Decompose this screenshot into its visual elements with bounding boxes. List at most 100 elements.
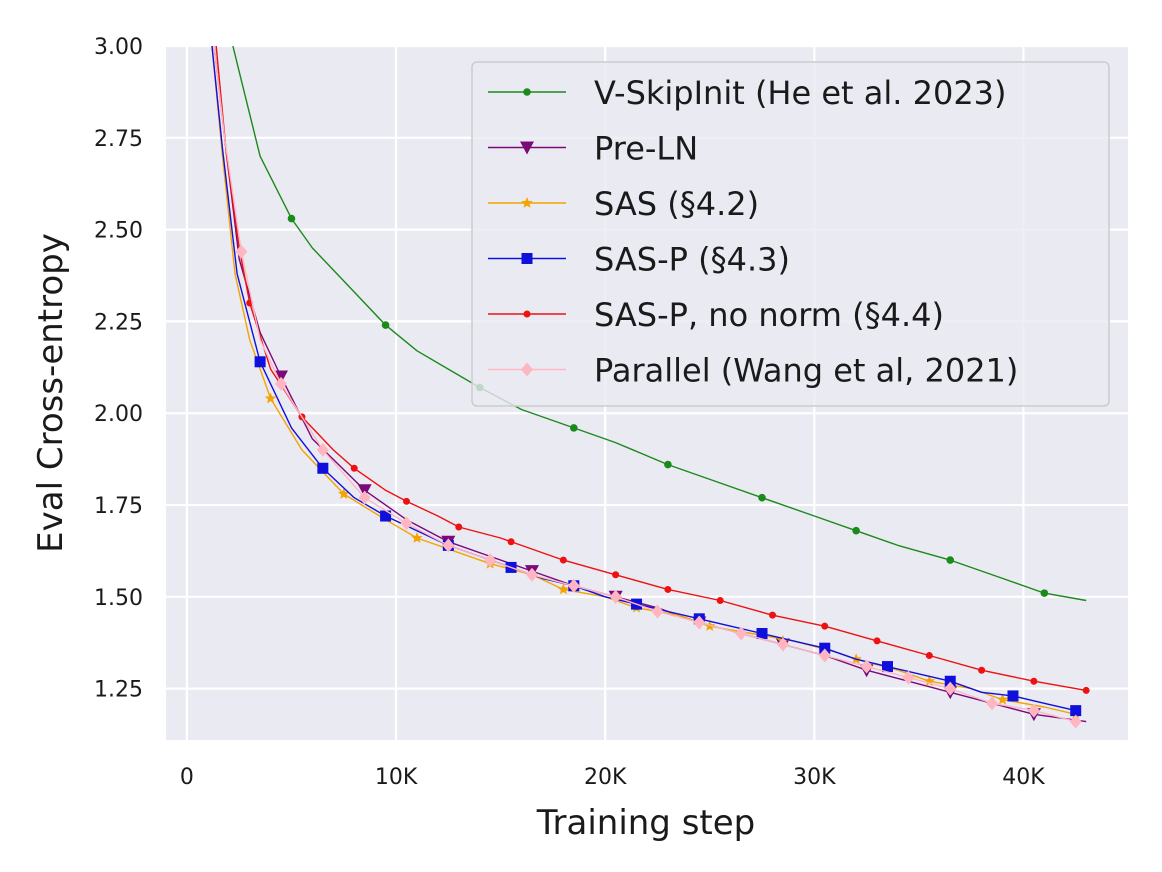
x-tick-label: 30K — [793, 765, 836, 790]
data-point — [1069, 714, 1082, 729]
legend-entry: SAS-P, no norm (§4.4) — [488, 296, 944, 334]
y-axis-title: Eval Cross-entropy — [31, 233, 71, 553]
legend-label: Parallel (Wang et al, 2021) — [594, 352, 1018, 390]
legend-entry: SAS-P (§4.3) — [488, 241, 790, 279]
data-point — [338, 487, 350, 499]
data-point — [264, 392, 277, 404]
data-point — [651, 604, 664, 619]
series-5 — [213, 46, 1082, 729]
data-point — [873, 637, 881, 645]
data-point — [557, 583, 570, 595]
legend: V-SkipInit (He et al. 2023) Pre-LN SAS (§4… — [471, 61, 1110, 407]
data-point — [1007, 690, 1019, 702]
data-point — [1027, 703, 1040, 718]
data-point — [559, 556, 567, 564]
data-point — [1070, 705, 1082, 717]
x-tick-label: 0 — [180, 765, 194, 790]
legend-entry: Parallel (Wang et al, 2021) — [488, 352, 1018, 390]
x-tick-label: 20K — [584, 765, 627, 790]
data-point — [442, 538, 455, 553]
data-point — [507, 538, 515, 546]
legend-marker — [520, 141, 534, 155]
data-point — [852, 526, 860, 535]
series-line — [213, 46, 1076, 723]
data-point — [525, 567, 538, 582]
legend-entry: SAS (§4.2) — [488, 185, 759, 223]
data-point — [484, 553, 497, 568]
data-point — [287, 214, 296, 223]
y-tick-label: 1.25 — [94, 678, 143, 703]
data-point — [944, 681, 957, 696]
data-point — [316, 442, 329, 457]
data-point — [944, 675, 956, 687]
x-tick-label: 40K — [1002, 765, 1045, 790]
data-point — [381, 321, 390, 329]
data-point — [978, 666, 986, 674]
data-point — [403, 497, 410, 505]
legend-marker — [523, 310, 531, 318]
data-point — [819, 642, 831, 654]
x-tick-label: 10K — [375, 765, 418, 790]
data-point — [756, 628, 768, 640]
data-point — [380, 510, 392, 522]
series-layer — [211, 46, 1090, 729]
legend-marker — [523, 88, 531, 96]
data-point — [860, 659, 873, 674]
y-tick-label: 3.00 — [94, 35, 143, 60]
data-point — [317, 462, 329, 474]
data-point — [664, 585, 672, 593]
legend-label: Pre-LN — [594, 130, 698, 168]
y-tick-label: 2.25 — [94, 310, 143, 335]
data-point — [1040, 589, 1049, 597]
data-point — [882, 661, 893, 673]
data-point — [986, 696, 999, 711]
legend-entry: V-SkipInit (He et al. 2023) — [488, 74, 1007, 112]
data-point — [570, 424, 578, 432]
data-point — [923, 675, 936, 687]
y-tick-label: 1.75 — [94, 494, 143, 519]
legend-box — [471, 61, 1110, 407]
legend-label: V-SkipInit (He et al. 2023) — [594, 74, 1007, 112]
data-point — [612, 571, 620, 579]
ticks: 0 10K 20K 30K 40K 1.25 1.50 1.75 2.00 2.25 2.50 2.7… — [94, 35, 1045, 790]
data-point — [567, 578, 580, 593]
legend-marker — [521, 362, 533, 377]
legend-label: SAS-P (§4.3) — [594, 241, 790, 279]
y-tick-label: 2.75 — [94, 127, 143, 152]
series-line — [211, 46, 1076, 712]
data-point — [411, 532, 423, 543]
data-point — [1082, 686, 1090, 694]
data-point — [996, 693, 1009, 705]
legend-label: SAS-P, no norm (§4.4) — [594, 296, 944, 334]
data-point — [776, 637, 789, 652]
data-point — [758, 493, 766, 502]
data-point — [946, 556, 955, 564]
data-point — [768, 611, 776, 619]
legend-marker — [521, 197, 533, 208]
y-tick-label: 1.50 — [94, 586, 143, 611]
data-point — [1030, 677, 1038, 685]
data-point — [821, 622, 829, 630]
data-point — [716, 596, 724, 604]
data-point — [818, 648, 831, 663]
data-point — [358, 490, 371, 505]
data-point — [455, 523, 463, 531]
data-point — [693, 615, 706, 630]
data-point — [609, 589, 622, 604]
data-point — [275, 376, 288, 391]
legend-marker — [521, 253, 533, 264]
x-axis-title: Training step — [536, 803, 756, 843]
data-point — [400, 516, 413, 531]
series-4 — [215, 46, 1090, 694]
data-point — [235, 244, 248, 259]
data-point — [664, 460, 672, 469]
data-point — [735, 626, 748, 641]
legend-entry: Pre-LN — [488, 130, 698, 168]
data-point — [925, 652, 933, 660]
data-point — [350, 464, 358, 472]
legend-label: SAS (§4.2) — [594, 185, 759, 223]
y-tick-label: 2.50 — [94, 219, 143, 244]
data-point — [902, 670, 915, 685]
data-point — [254, 356, 266, 368]
